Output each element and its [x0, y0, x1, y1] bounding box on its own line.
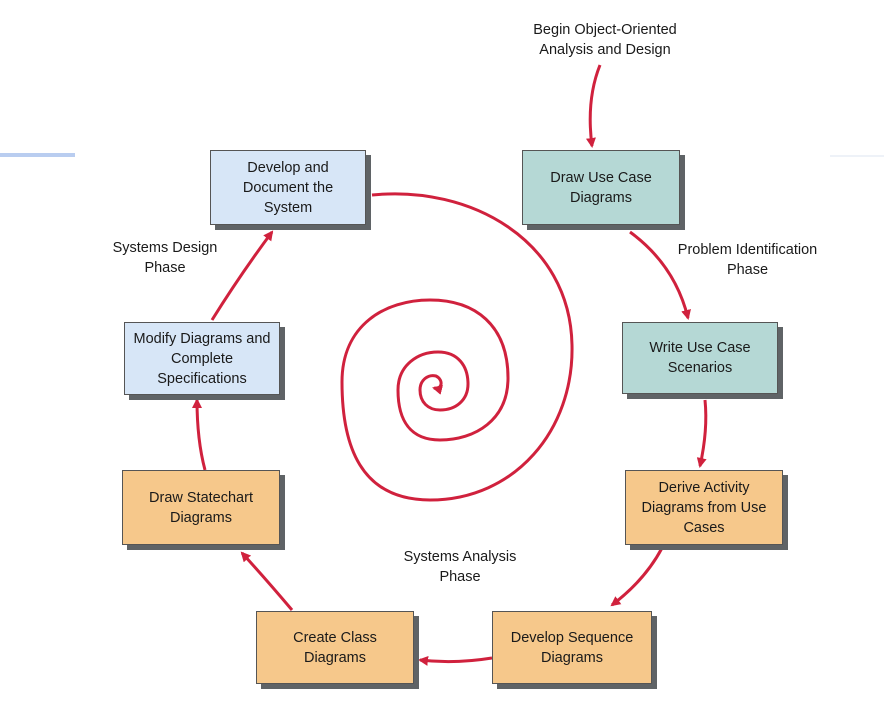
- arrow-activity-to-sequence: [610, 547, 664, 607]
- arrow-sequence-to-class: [418, 655, 493, 666]
- draw-statechart-box: Draw Statechart Diagrams: [122, 470, 280, 545]
- start-label: Begin Object-Oriented Analysis and Desig…: [533, 22, 677, 58]
- arrow-scenarios-to-activity: [696, 399, 708, 468]
- arrow-statechart-to-modify: [192, 398, 207, 471]
- decorative-line: [0, 153, 75, 157]
- modify-diagrams-box: Modify Diagrams and Complete Specificati…: [124, 322, 280, 395]
- problem-identification-phase-label: Problem Identification Phase: [677, 242, 818, 278]
- arrow-start: [586, 64, 602, 148]
- develop-system-box: Develop and Document the System: [210, 150, 366, 225]
- write-scenarios-box: Write Use Case Scenarios: [622, 322, 778, 394]
- arrow-usecase-to-scenarios: [629, 230, 691, 320]
- develop-sequence-box: Develop Sequence Diagrams: [492, 611, 652, 684]
- derive-activity-box: Derive Activity Diagrams from Use Cases: [625, 470, 783, 545]
- spiral: [340, 192, 574, 502]
- create-class-box: Create Class Diagrams: [256, 611, 414, 684]
- arrow-class-to-statechart: [240, 551, 294, 611]
- systems-design-phase-label: Systems Design Phase: [112, 240, 218, 276]
- draw-use-case-box: Draw Use Case Diagrams: [522, 150, 680, 225]
- decorative-line: [830, 155, 884, 157]
- arrow-modify-to-develop: [210, 230, 274, 321]
- systems-analysis-phase-label: Systems Analysis Phase: [403, 549, 517, 585]
